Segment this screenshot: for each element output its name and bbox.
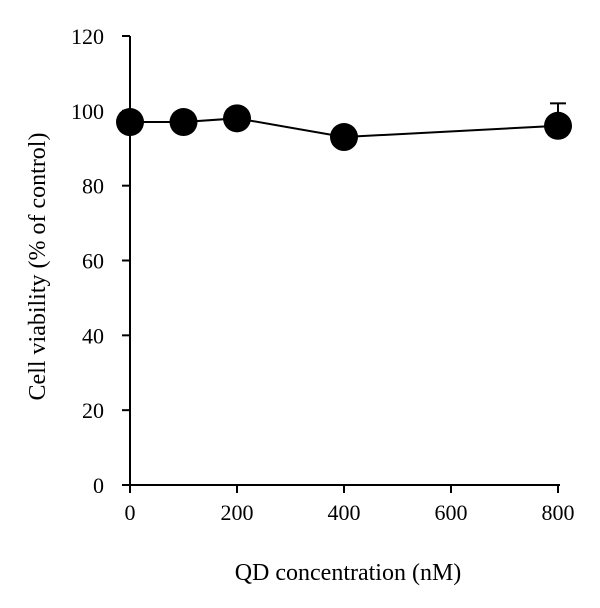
data-point [330, 123, 358, 152]
y-tick-label: 60 [82, 249, 104, 274]
x-tick-label: 400 [328, 500, 361, 525]
y-tick-label: 0 [93, 473, 104, 498]
data-point [544, 111, 572, 140]
y-axis-title: Cell viability (% of control) [25, 133, 51, 401]
y-tick-label: 20 [82, 398, 104, 423]
y-tick-label: 120 [71, 24, 104, 49]
data-point [223, 104, 251, 133]
y-tick-label: 80 [82, 174, 104, 199]
x-tick-label: 200 [221, 500, 254, 525]
x-axis: 0 200 400 600 800 QD concentration (nM) [125, 484, 575, 586]
y-ticks: 0 20 40 60 80 100 120 [71, 24, 130, 498]
x-tick-label: 800 [542, 500, 575, 525]
data-point [169, 108, 198, 137]
x-tick-label: 0 [125, 500, 136, 525]
y-tick-label: 40 [82, 323, 104, 348]
y-axis: 0 20 40 60 80 100 120 Cell viability (% of con… [25, 24, 131, 498]
x-ticks: 0 200 400 600 800 [125, 485, 575, 525]
x-tick-label: 600 [435, 500, 468, 525]
x-axis-title: QD concentration (nM) [235, 560, 462, 586]
y-tick-label: 100 [71, 99, 104, 124]
plot-area [116, 102, 572, 152]
data-point [116, 108, 144, 137]
